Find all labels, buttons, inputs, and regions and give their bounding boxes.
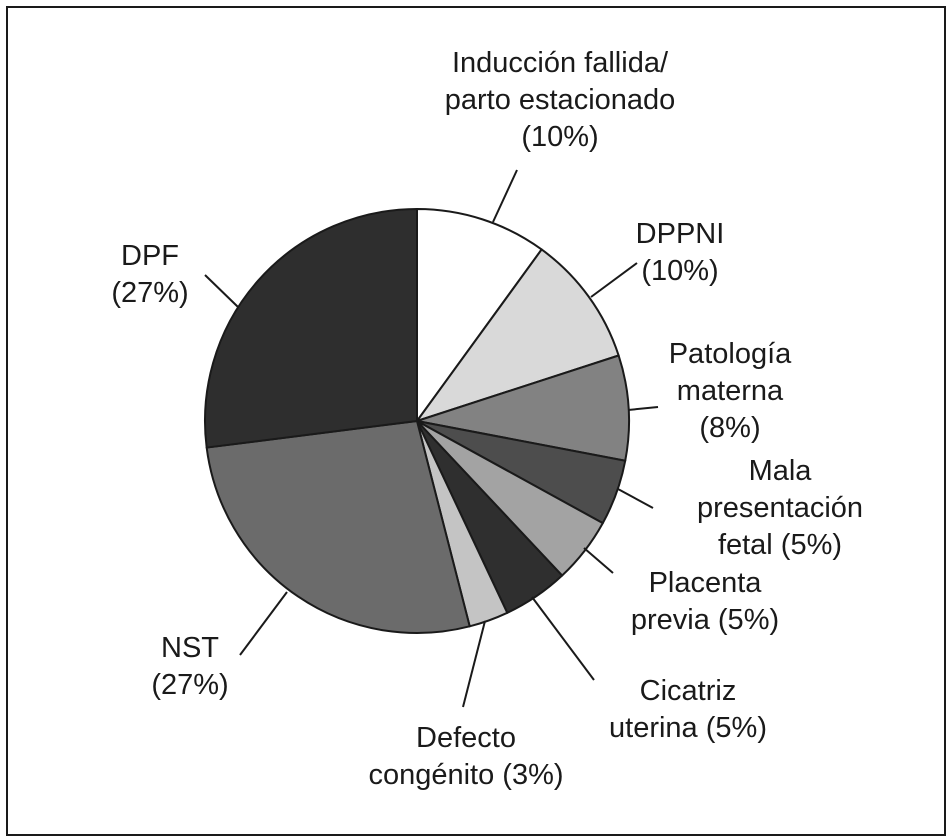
pie-slice: [416, 208, 543, 422]
slice-label-line: (27%): [111, 277, 188, 309]
pie-slice: [416, 354, 630, 462]
pie-slice: [204, 208, 418, 449]
slice-label-line: (10%): [521, 121, 598, 153]
slice-label-line: Mala: [749, 455, 813, 487]
slice-label: DPPNI (10%): [636, 218, 725, 287]
leader-line: [590, 262, 638, 298]
slice-label-line: congénito (3%): [368, 759, 563, 791]
slice-label-line: Defecto: [416, 722, 516, 754]
pie-slice: [416, 248, 620, 422]
slice-label-line: Cicatriz: [640, 675, 737, 707]
leader-line: [204, 274, 239, 308]
slice-label-line: fetal (5%): [718, 529, 842, 561]
leader-line: [531, 596, 595, 681]
leader-lines: [204, 169, 659, 708]
slice-label-line: previa (5%): [631, 604, 779, 636]
leader-line: [627, 406, 659, 411]
slice-label-line: DPPNI: [636, 218, 725, 250]
slice-label-line: DPF: [121, 240, 179, 272]
pie-slices: [204, 208, 630, 634]
slice-label: Patología materna (8%): [669, 338, 792, 444]
slice-label-line: Placenta: [649, 567, 763, 599]
leader-line: [492, 169, 518, 223]
slice-label-line: (8%): [699, 412, 760, 444]
leader-line: [462, 620, 486, 708]
slice-label: NST (27%): [151, 632, 228, 701]
slice-label: Defecto congénito (3%): [368, 722, 563, 791]
slice-label-line: presentación: [697, 492, 863, 524]
slice-label: Cicatriz uterina (5%): [609, 675, 767, 744]
pie-slice: [205, 420, 471, 634]
leader-line: [583, 547, 614, 574]
slice-label-line: Patología: [669, 338, 792, 370]
slice-label-line: parto estacionado: [445, 84, 676, 116]
slice-label-line: (27%): [151, 669, 228, 701]
slice-label-line: NST: [161, 632, 219, 664]
slice-label-line: materna: [677, 375, 784, 407]
slice-label: Inducción fallida/parto estacionado (10%): [445, 47, 676, 153]
slice-label-line: (10%): [641, 255, 718, 287]
leader-line: [617, 488, 654, 509]
slice-label-line: uterina (5%): [609, 712, 767, 744]
leader-line: [239, 591, 288, 656]
slice-label: Mala presentación fetal (5%): [697, 455, 863, 561]
slice-labels: Inducción fallida/parto estacionado (10%)…: [111, 47, 863, 791]
slice-label-line: Inducción fallida/: [452, 47, 669, 79]
slice-label: DPF (27%): [111, 240, 188, 309]
slice-label: Placenta previa (5%): [631, 567, 779, 636]
